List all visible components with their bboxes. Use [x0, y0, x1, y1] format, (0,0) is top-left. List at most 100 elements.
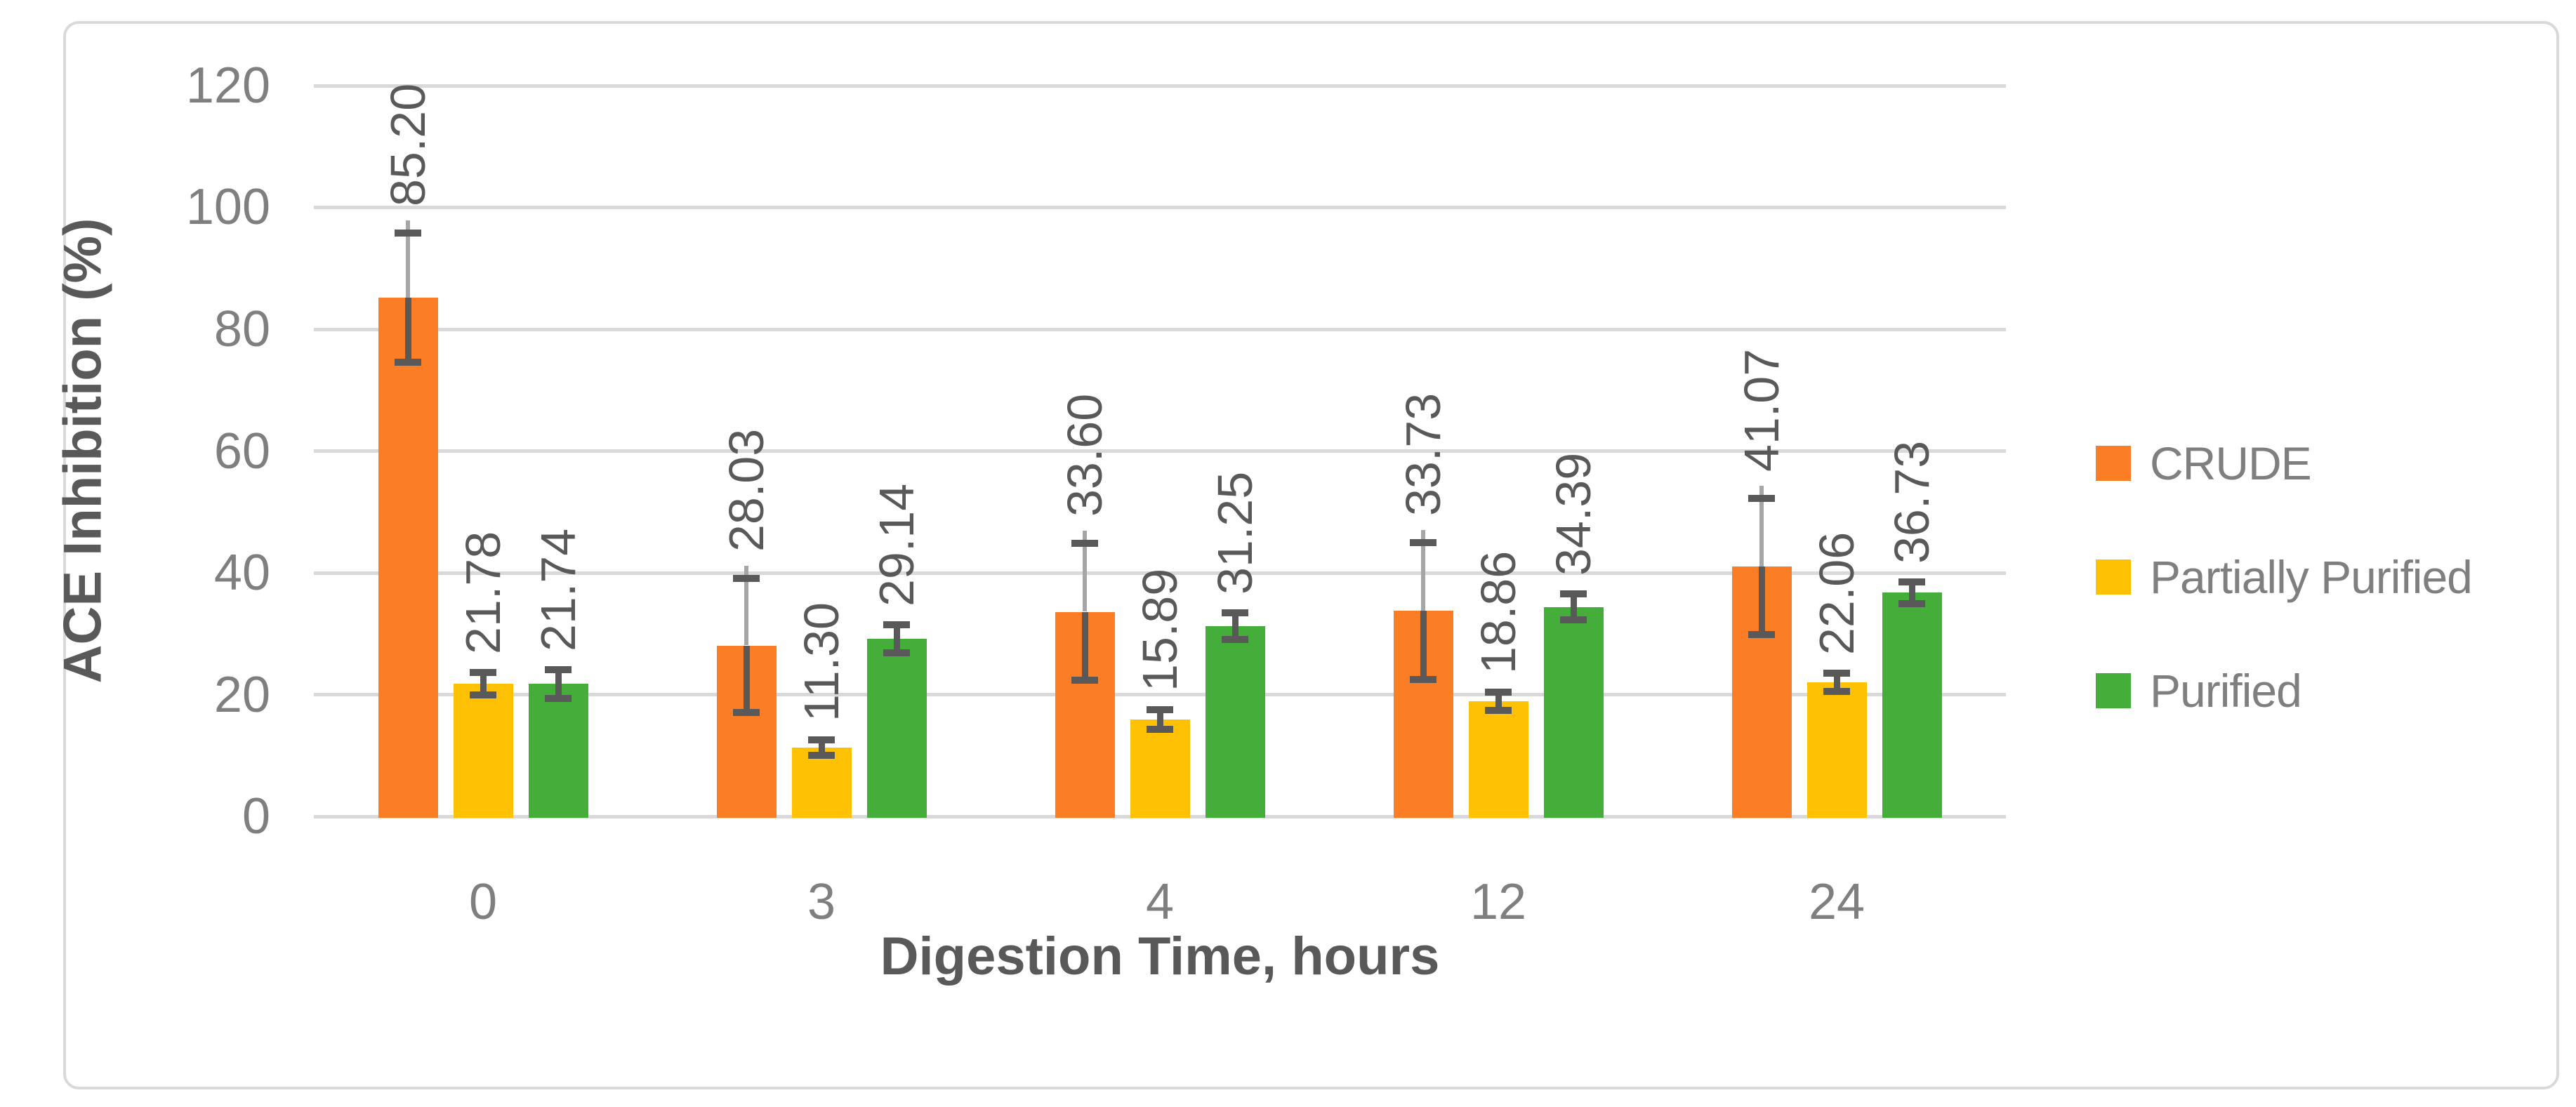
gridline-60 [314, 449, 2006, 453]
error-whisker-partially-purified-t0 [480, 672, 487, 694]
error-cap-top-crude-t3 [733, 575, 760, 582]
bar-partially-purified-t3 [792, 748, 852, 818]
error-cap-top-partially-purified-t0 [470, 669, 496, 676]
x-category-label-4: 4 [1145, 874, 1175, 930]
x-category-label-3: 3 [807, 874, 836, 930]
error-cap-bottom-purified-t12 [1560, 616, 1587, 623]
error-cap-top-crude-t24 [1748, 495, 1775, 502]
bar-partially-purified-t12 [1469, 701, 1528, 818]
y-tick-label-100: 100 [185, 179, 270, 235]
data-label-partially-purified-t3: 11.30 [794, 602, 849, 722]
error-cap-top-partially-purified-t3 [808, 736, 835, 743]
x-category-label-0: 0 [468, 874, 498, 930]
error-cap-top-purified-t0 [545, 666, 572, 673]
gridline-20 [314, 693, 2006, 696]
error-whisker-partially-purified-t4 [1157, 710, 1163, 729]
legend-label-crude: CRUDE [2150, 437, 2312, 489]
bar-purified-t3 [867, 639, 927, 818]
error-whisker-lower-crude-t0 [405, 298, 411, 362]
bar-crude-t0 [378, 298, 438, 818]
error-whisker-lower-crude-t4 [1082, 612, 1088, 680]
error-whisker-upper-crude-t3 [744, 566, 748, 645]
error-whisker-upper-crude-t12 [1421, 530, 1425, 611]
data-label-partially-purified-t4: 15.89 [1132, 568, 1187, 691]
error-whisker-purified-t24 [1909, 582, 1915, 604]
error-cap-bottom-crude-t4 [1071, 677, 1098, 684]
gridline-100 [314, 206, 2006, 209]
bar-purified-t12 [1544, 607, 1604, 818]
error-whisker-purified-t3 [894, 625, 900, 653]
error-whisker-partially-purified-t12 [1495, 692, 1502, 710]
data-label-crude-t24: 41.07 [1734, 348, 1789, 472]
data-label-partially-purified-t0: 21.78 [456, 531, 510, 654]
error-cap-top-partially-purified-t12 [1485, 689, 1512, 696]
error-cap-top-crude-t12 [1410, 539, 1436, 546]
error-cap-bottom-purified-t24 [1898, 600, 1925, 607]
data-label-crude-t12: 33.73 [1396, 392, 1451, 516]
error-whisker-partially-purified-t24 [1834, 673, 1840, 691]
error-whisker-lower-crude-t24 [1759, 566, 1765, 635]
bar-purified-t4 [1206, 626, 1265, 818]
error-cap-bottom-purified-t3 [883, 649, 910, 656]
error-whisker-upper-crude-t0 [406, 220, 410, 298]
error-whisker-upper-crude-t24 [1759, 486, 1764, 566]
error-whisker-upper-crude-t4 [1083, 531, 1087, 611]
bar-purified-t24 [1882, 592, 1942, 818]
data-label-partially-purified-t24: 22.06 [1809, 531, 1864, 655]
y-tick-label-40: 40 [213, 545, 270, 601]
bar-partially-purified-t24 [1807, 682, 1867, 818]
error-whisker-purified-t12 [1571, 594, 1577, 619]
bar-partially-purified-t0 [454, 684, 513, 818]
error-cap-bottom-partially-purified-t3 [808, 752, 835, 759]
bar-partially-purified-t4 [1130, 720, 1190, 818]
legend-swatch-crude [2096, 446, 2131, 481]
gridline-80 [314, 328, 2006, 331]
bar-purified-t0 [529, 684, 588, 818]
error-cap-top-partially-purified-t4 [1147, 706, 1173, 713]
data-label-purified-t4: 31.25 [1208, 471, 1262, 595]
error-cap-bottom-partially-purified-t24 [1823, 688, 1850, 695]
error-cap-top-purified-t24 [1898, 578, 1925, 585]
data-label-purified-t3: 29.14 [869, 483, 924, 606]
y-tick-label-60: 60 [213, 423, 270, 479]
error-cap-bottom-crude-t12 [1410, 676, 1436, 683]
gridline-40 [314, 571, 2006, 575]
error-cap-top-partially-purified-t24 [1823, 670, 1850, 677]
error-cap-top-purified-t12 [1560, 590, 1587, 597]
data-label-purified-t12: 34.39 [1546, 452, 1601, 576]
error-cap-bottom-partially-purified-t0 [470, 691, 496, 698]
error-whisker-purified-t4 [1232, 613, 1239, 639]
data-label-crude-t4: 33.60 [1057, 393, 1112, 517]
legend-swatch-purified [2096, 673, 2131, 708]
x-category-label-12: 12 [1469, 874, 1527, 930]
error-cap-top-crude-t0 [395, 230, 421, 237]
data-label-crude-t0: 85.20 [381, 83, 435, 206]
error-cap-top-crude-t4 [1071, 540, 1098, 547]
error-whisker-lower-crude-t12 [1420, 611, 1427, 679]
legend-swatch-partially-purified [2096, 559, 2131, 595]
legend-label-partially-purified: Partially Purified [2150, 551, 2473, 603]
error-cap-bottom-purified-t4 [1222, 636, 1248, 643]
data-label-purified-t24: 36.73 [1884, 440, 1939, 564]
error-cap-top-purified-t3 [883, 621, 910, 628]
legend-label-purified: Purified [2150, 665, 2302, 717]
data-label-purified-t0: 21.74 [531, 528, 586, 651]
error-whisker-lower-crude-t3 [744, 646, 750, 712]
error-cap-bottom-crude-t3 [733, 709, 760, 716]
x-axis-title: Digestion Time, hours [880, 927, 1440, 986]
y-tick-label-120: 120 [185, 58, 270, 114]
x-category-label-24: 24 [1808, 874, 1865, 930]
error-cap-bottom-crude-t24 [1748, 631, 1775, 638]
error-cap-bottom-crude-t0 [395, 359, 421, 366]
error-cap-bottom-partially-purified-t4 [1147, 726, 1173, 733]
data-label-partially-purified-t12: 18.86 [1471, 550, 1526, 674]
chart-border [63, 21, 2559, 1089]
error-cap-bottom-partially-purified-t12 [1485, 707, 1512, 714]
error-cap-top-purified-t4 [1222, 609, 1248, 616]
error-cap-bottom-purified-t0 [545, 695, 572, 702]
error-whisker-partially-purified-t3 [819, 740, 825, 756]
gridline-120 [314, 84, 2006, 88]
data-label-crude-t3: 28.03 [719, 428, 774, 552]
y-tick-label-20: 20 [213, 667, 270, 723]
